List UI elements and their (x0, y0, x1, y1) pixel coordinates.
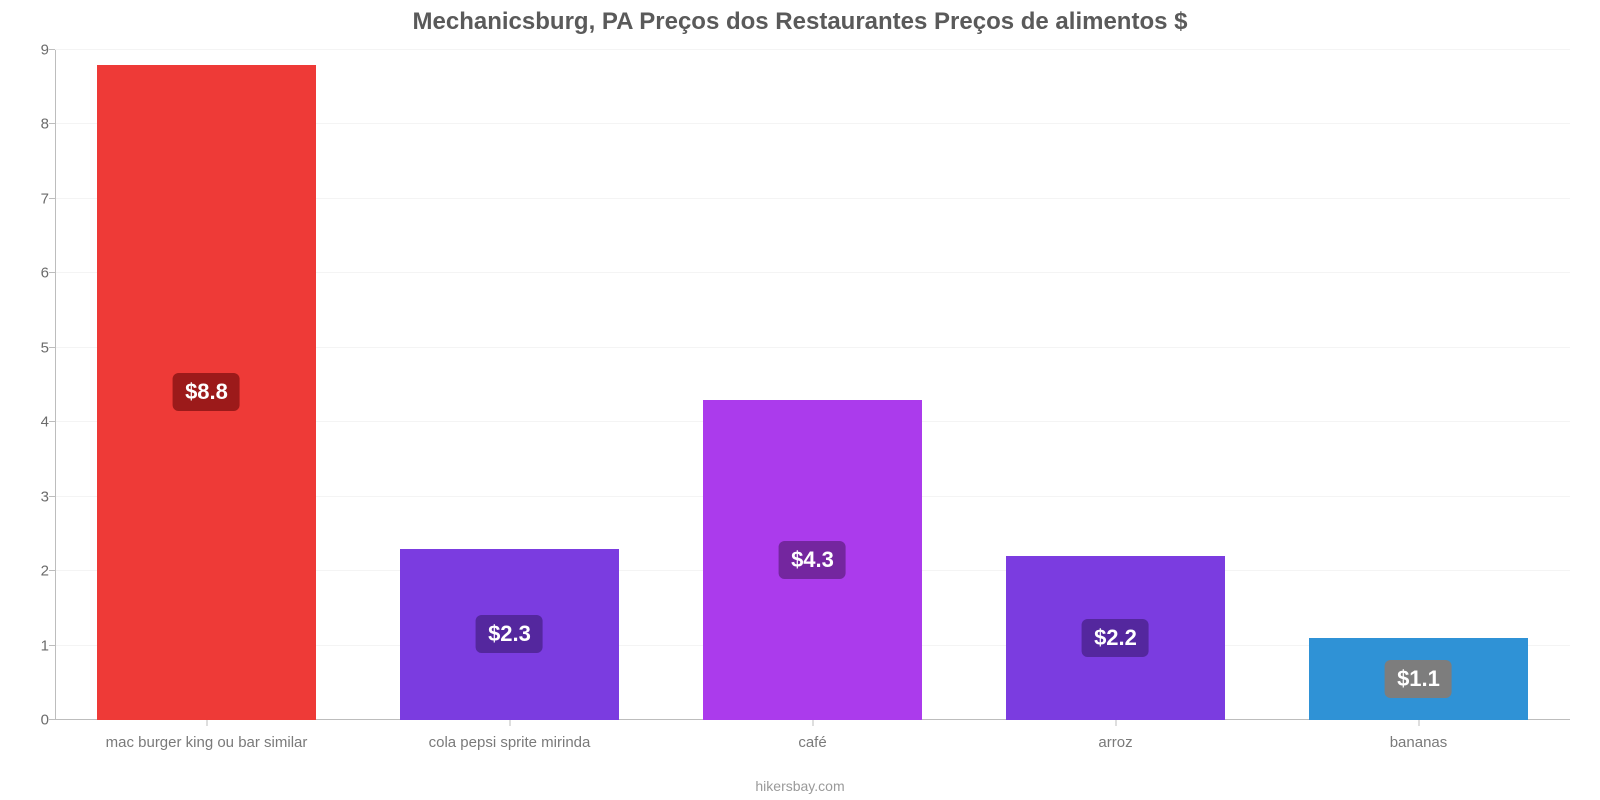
y-tick-label: 1 (15, 637, 49, 654)
x-ticks: mac burger king ou bar similarcola pepsi… (55, 50, 1570, 720)
chart-title: Mechanicsburg, PA Preços dos Restaurante… (0, 0, 1600, 36)
x-tick-label: arroz (1098, 720, 1132, 751)
y-tick-label: 4 (15, 414, 49, 431)
y-tick-label: 9 (15, 42, 49, 59)
x-tick-label: bananas (1390, 720, 1448, 751)
price-bar-chart: Mechanicsburg, PA Preços dos Restaurante… (0, 0, 1600, 800)
x-tick-label: mac burger king ou bar similar (106, 720, 308, 751)
y-tick-label: 2 (15, 563, 49, 580)
y-tick-label: 7 (15, 190, 49, 207)
attribution-label: hikersbay.com (0, 778, 1600, 794)
plot-area: 0123456789 $8.8$2.3$4.3$2.2$1.1 mac burg… (55, 50, 1570, 720)
x-tick-label: cola pepsi sprite mirinda (429, 720, 591, 751)
y-tick-label: 8 (15, 116, 49, 133)
x-tick-label: café (798, 720, 826, 751)
y-tick-label: 3 (15, 488, 49, 505)
y-tick-label: 6 (15, 265, 49, 282)
y-tick-label: 5 (15, 339, 49, 356)
y-tick-label: 0 (15, 712, 49, 729)
